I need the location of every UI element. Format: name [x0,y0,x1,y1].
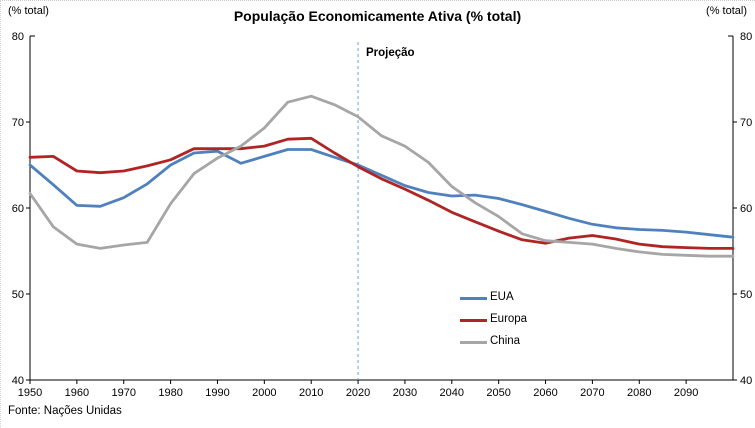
legend-label-eua: EUA [490,291,514,304]
legend-swatch-europa [460,318,487,322]
left-axis-tick-label: 50 [12,289,24,301]
x-axis-tick-label: 2000 [252,387,276,399]
right-axis-tick-label: 70 [740,117,752,129]
legend-swatch-china [460,340,487,344]
left-axis-tick-label: 70 [12,117,24,129]
source-note: Fonte: Nações Unidas [8,405,122,417]
x-axis-tick-label: 1990 [205,387,229,399]
series-line-eua [28,148,735,239]
legend-item-europa: Europa [460,309,527,331]
legend-item-china: China [460,331,527,353]
left-axis-caption: (% total) [8,5,49,17]
legend-item-eua: EUA [460,287,527,309]
x-axis-tick-label: 1970 [111,387,135,399]
x-axis-tick-label: 2090 [674,387,698,399]
series-line-europa [28,136,735,250]
x-axis-tick-label: 1960 [65,387,89,399]
legend-label-china: China [490,335,521,348]
frame-border-left [0,0,1,428]
x-axis-tick-label: 2030 [393,387,417,399]
x-axis-tick-label: 2010 [299,387,323,399]
legend-label-europa: Europa [490,313,528,326]
x-axis-tick-label: 1950 [18,387,42,399]
series-line-china [28,94,735,258]
right-axis-tick-label: 80 [740,31,752,43]
right-axis-caption: (% total) [706,5,747,17]
x-axis-tick-label: 2070 [580,387,604,399]
x-axis-tick-label: 2020 [346,387,370,399]
right-axis-tick-label: 50 [740,289,752,301]
x-axis-tick-label: 2040 [440,387,464,399]
x-axis-tick-label: 2050 [486,387,510,399]
projection-label: Projeção [366,47,415,59]
left-axis-tick-label: 80 [12,31,24,43]
right-axis-tick-label: 40 [740,375,752,387]
x-axis-tick-label: 2060 [533,387,557,399]
right-axis-tick-label: 60 [740,203,752,215]
x-axis-tick-label: 1980 [158,387,182,399]
legend-swatch-eua [460,296,487,300]
left-axis-tick-label: 40 [12,375,24,387]
legend: EUA Europa China [460,287,527,353]
left-axis-tick-label: 60 [12,203,24,215]
frame-border-top [0,0,755,1]
chart-title: População Economicamente Ativa (% total) [233,8,522,24]
x-axis-tick-label: 2080 [627,387,651,399]
